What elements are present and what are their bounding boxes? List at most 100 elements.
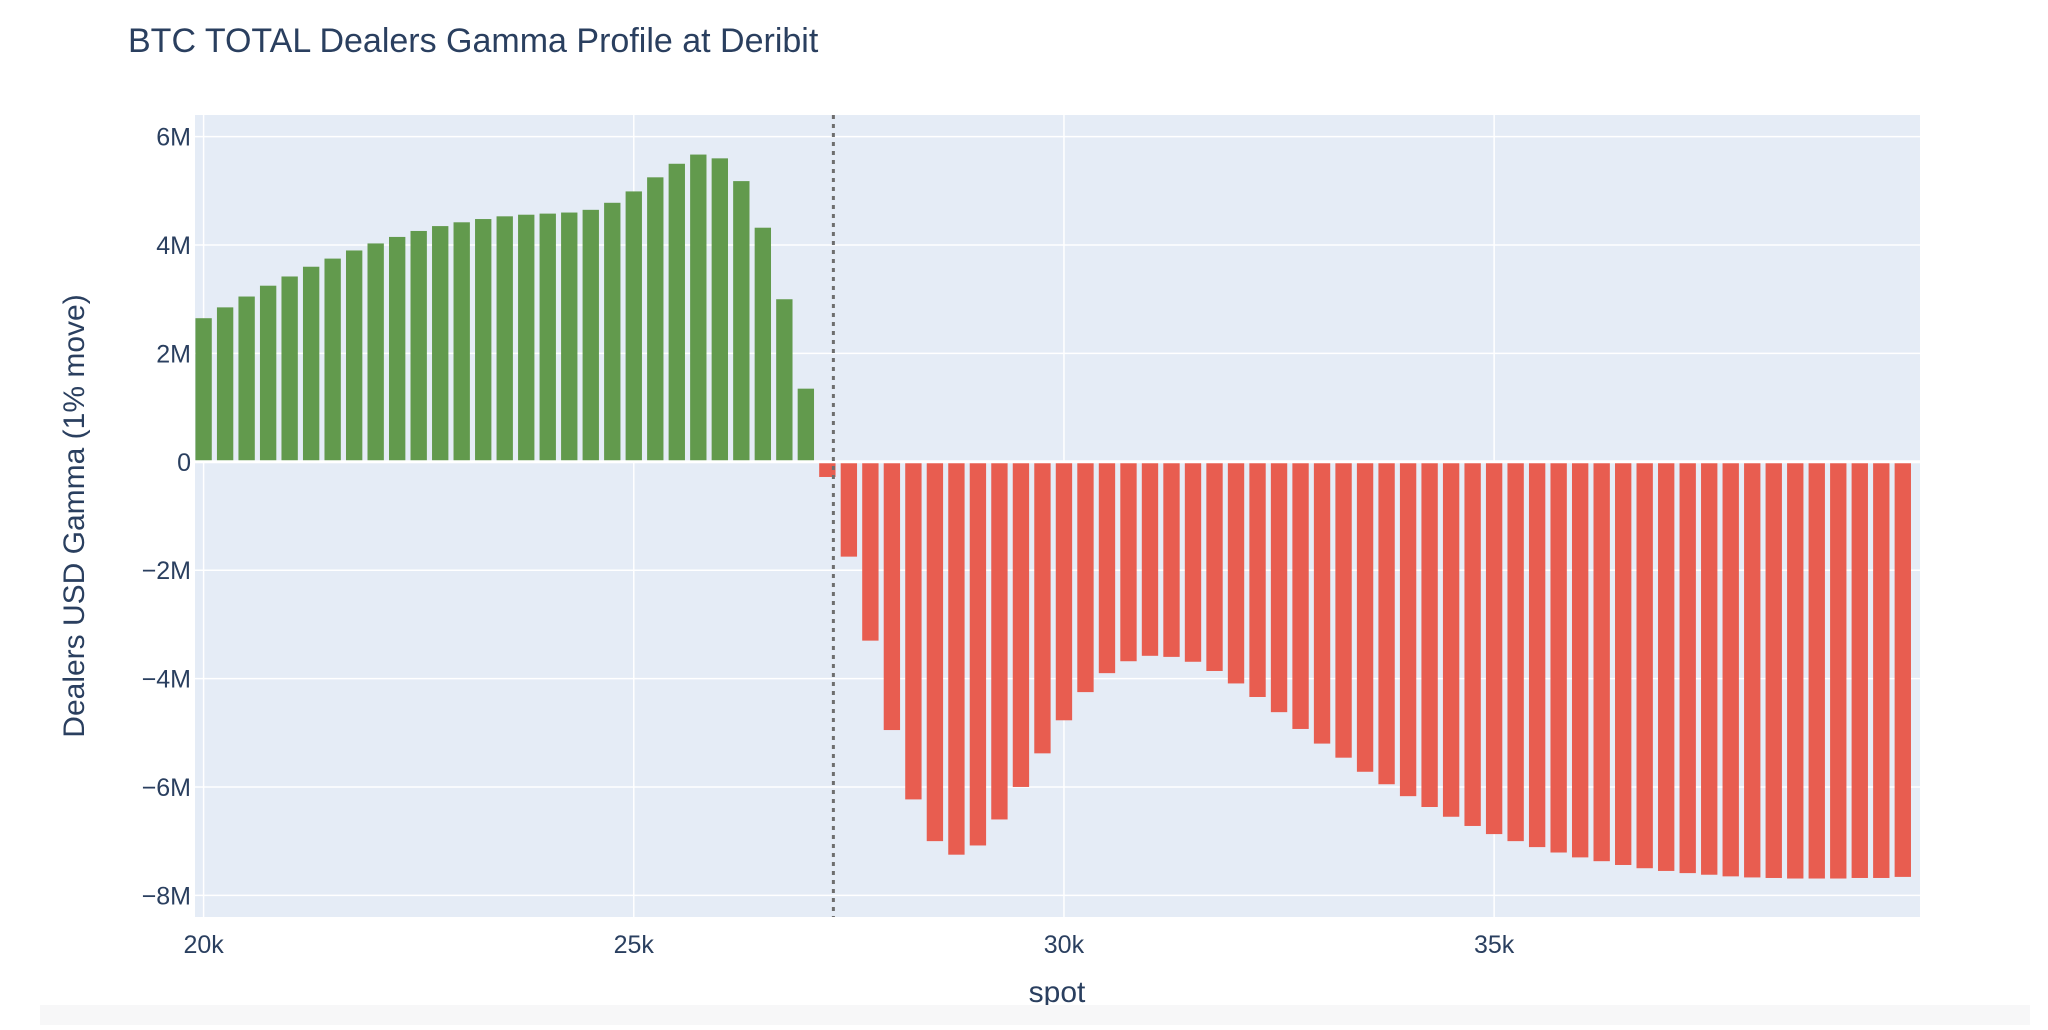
bar[interactable]: [1464, 461, 1481, 826]
bar[interactable]: [1141, 461, 1159, 656]
y-axis-ticks: 6M 4M 2M 0 −2M −4M −6M −8M: [142, 124, 191, 911]
bar[interactable]: [259, 285, 277, 462]
bar[interactable]: [1679, 461, 1696, 874]
bar[interactable]: [281, 276, 298, 462]
y-tick-label: 2M: [156, 340, 191, 368]
bar[interactable]: [389, 236, 406, 462]
bar[interactable]: [797, 388, 815, 462]
bar[interactable]: [1593, 461, 1610, 862]
bar[interactable]: [238, 296, 255, 462]
bar[interactable]: [840, 461, 858, 557]
bars[interactable]: [195, 154, 1911, 879]
bar[interactable]: [948, 461, 965, 855]
bar[interactable]: [496, 216, 513, 462]
x-tick-label: 35k: [1474, 931, 1515, 959]
x-tick-label: 25k: [614, 931, 655, 959]
bar[interactable]: [1485, 461, 1503, 835]
bar[interactable]: [345, 250, 363, 462]
bar[interactable]: [410, 230, 427, 462]
bar[interactable]: [604, 202, 621, 462]
bar[interactable]: [1658, 461, 1675, 871]
bar[interactable]: [1356, 461, 1374, 772]
bar[interactable]: [926, 461, 944, 842]
bar[interactable]: [539, 213, 556, 462]
bar[interactable]: [1184, 461, 1202, 662]
bar[interactable]: [475, 219, 492, 462]
bar[interactable]: [1378, 461, 1395, 785]
bar[interactable]: [733, 181, 750, 462]
bar[interactable]: [1615, 461, 1632, 865]
bar[interactable]: [1528, 461, 1546, 848]
bar[interactable]: [1442, 461, 1460, 817]
bar[interactable]: [1787, 461, 1804, 879]
bar[interactable]: [862, 461, 879, 641]
bar[interactable]: [1206, 461, 1223, 671]
bar[interactable]: [324, 258, 341, 462]
bar[interactable]: [1292, 461, 1309, 729]
bar[interactable]: [625, 191, 642, 462]
bar[interactable]: [1701, 461, 1718, 875]
bar[interactable]: [1077, 461, 1094, 693]
bar[interactable]: [1227, 461, 1245, 684]
bar[interactable]: [690, 154, 707, 462]
bar[interactable]: [432, 226, 449, 462]
bar[interactable]: [668, 163, 685, 462]
bar[interactable]: [1571, 461, 1589, 858]
bar[interactable]: [1507, 461, 1524, 842]
bar[interactable]: [905, 461, 922, 800]
bar[interactable]: [1722, 461, 1739, 877]
footer-strip: [40, 1005, 2030, 1025]
bar[interactable]: [1120, 461, 1137, 662]
bar[interactable]: [1830, 461, 1847, 879]
bar[interactable]: [1808, 461, 1825, 879]
bar[interactable]: [453, 222, 470, 462]
bar[interactable]: [1636, 461, 1653, 869]
bar[interactable]: [1894, 461, 1911, 877]
bar[interactable]: [1270, 461, 1288, 713]
bar[interactable]: [302, 266, 320, 462]
y-tick-label: 0: [177, 449, 191, 477]
y-tick-label: −8M: [142, 882, 191, 910]
x-axis-label: spot: [1029, 976, 1086, 1009]
bar[interactable]: [1163, 461, 1180, 657]
bar[interactable]: [1421, 461, 1438, 807]
bar[interactable]: [1034, 461, 1051, 754]
x-axis-ticks: 20k 25k 30k 35k: [183, 931, 1514, 959]
bar[interactable]: [1765, 461, 1782, 878]
bar[interactable]: [1873, 461, 1890, 878]
bar[interactable]: [776, 299, 793, 462]
bar[interactable]: [1249, 461, 1266, 697]
bar[interactable]: [1012, 461, 1030, 787]
bar[interactable]: [819, 461, 836, 477]
y-tick-label: 6M: [156, 124, 191, 152]
bar[interactable]: [1744, 461, 1761, 878]
y-axis-label: Dealers USD Gamma (1% move): [58, 294, 91, 737]
bar[interactable]: [561, 212, 578, 462]
bar[interactable]: [991, 461, 1008, 820]
bar[interactable]: [216, 307, 234, 462]
x-tick-label: 20k: [183, 931, 224, 959]
bar[interactable]: [647, 177, 664, 462]
bar[interactable]: [582, 209, 599, 462]
bar[interactable]: [367, 243, 384, 462]
bar[interactable]: [883, 461, 901, 731]
bar[interactable]: [711, 158, 728, 462]
chart-title: BTC TOTAL Dealers Gamma Profile at Derib…: [128, 22, 819, 60]
bar[interactable]: [518, 214, 535, 462]
bar[interactable]: [1098, 461, 1116, 674]
bar[interactable]: [754, 227, 772, 462]
y-tick-label: −6M: [142, 774, 191, 802]
bar[interactable]: [195, 318, 212, 462]
bar[interactable]: [1055, 461, 1073, 721]
bar[interactable]: [969, 461, 987, 846]
y-tick-label: −4M: [142, 666, 191, 694]
bar[interactable]: [1851, 461, 1868, 878]
y-tick-label: 4M: [156, 232, 191, 260]
bar[interactable]: [1550, 461, 1567, 853]
bar[interactable]: [1335, 461, 1352, 758]
bar[interactable]: [1399, 461, 1417, 797]
y-tick-label: −2M: [142, 557, 191, 585]
bar[interactable]: [1313, 461, 1331, 744]
